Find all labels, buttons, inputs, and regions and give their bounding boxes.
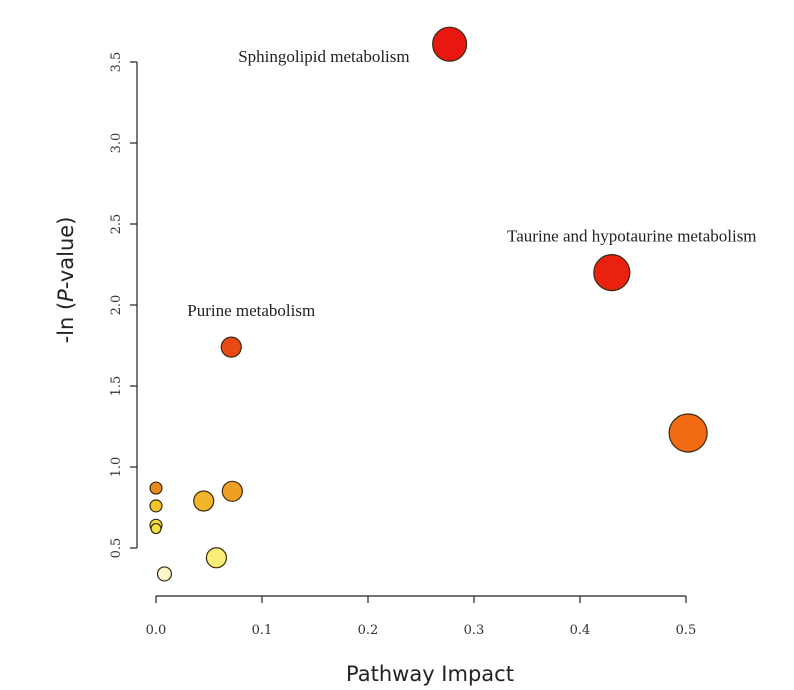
y-tick-label: 3.0 [109,133,124,154]
data-point [668,413,708,453]
data-point [150,522,162,535]
x-tick-label: 0.3 [464,623,485,638]
x-tick-label: 0.5 [676,623,697,638]
y-tick-label: 0.5 [109,538,124,559]
y-tick-label: 1.5 [109,376,124,397]
data-point [193,490,215,512]
x-axis-ticks: 0.0 0.1 0.2 0.3 0.4 0.5 [146,596,697,638]
data-point [220,336,242,358]
data-point [432,26,468,62]
y-axis-title: -ln (P-value) [54,217,78,344]
data-point [149,499,163,513]
y-tick-label: 3.5 [109,52,124,73]
x-tick-label: 0.1 [252,623,273,638]
data-point [205,547,228,569]
data-point [221,480,243,502]
x-tick-label: 0.2 [358,623,379,638]
point-annotation-label: Sphingolipid metabolism [238,47,409,66]
y-axis-ticks: 0.5 1.0 1.5 2.0 2.5 3.0 3.5 [109,52,137,559]
x-axis-title: Pathway Impact [346,662,514,686]
point-annotation-label: Taurine and hypotaurine metabolism [507,227,757,246]
y-axis-title-italic: P [54,289,78,302]
y-tick-label: 2.0 [109,295,124,316]
x-tick-label: 0.0 [146,623,167,638]
y-axis-title-suffix: -value) [54,217,78,290]
data-point [156,566,173,582]
y-axis-title-prefix: -ln ( [54,302,78,344]
data-points [149,26,708,582]
x-tick-label: 0.4 [570,623,591,638]
data-point [149,481,163,495]
axes: 0.5 1.0 1.5 2.0 2.5 3.0 3.5 0.0 0.1 0.2 0.3 0.4 0.5 [109,52,696,638]
y-tick-label: 1.0 [109,457,124,478]
point-annotations: Sphingolipid metabolism Taurine and hypot… [187,47,756,320]
point-annotation-label: Purine metabolism [187,301,315,320]
data-point [593,254,631,292]
y-tick-label: 2.5 [109,214,124,235]
